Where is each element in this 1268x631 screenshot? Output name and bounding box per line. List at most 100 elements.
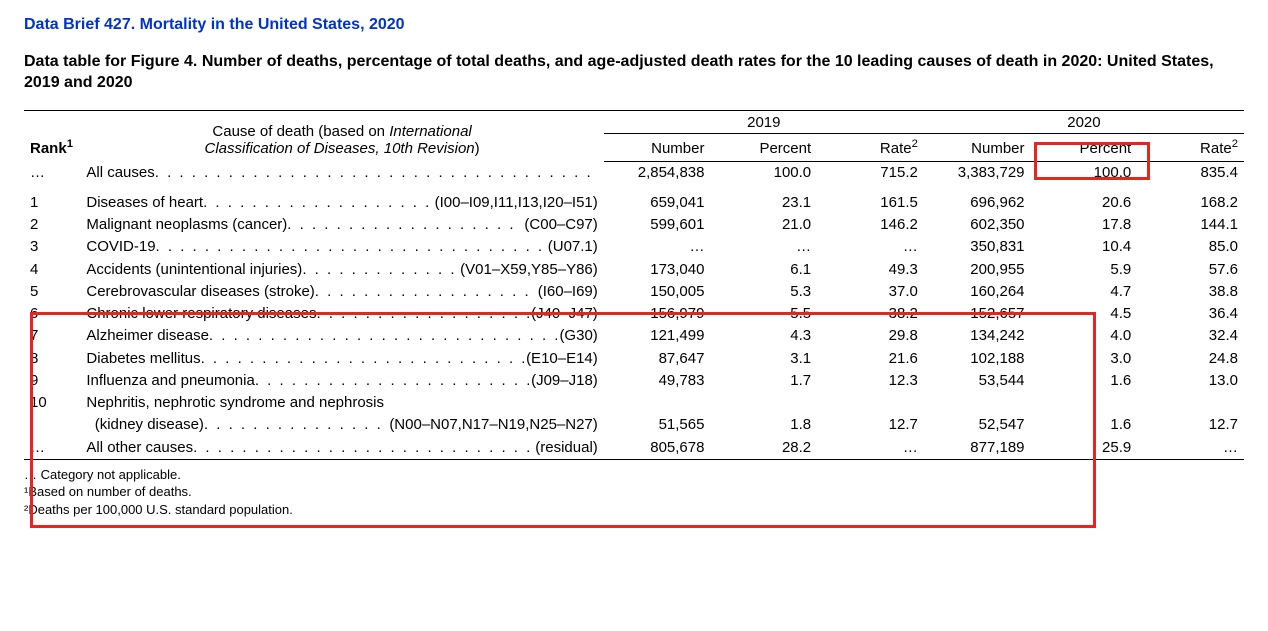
cell-cause: (kidney disease). . . . . . . . . . . . …: [80, 414, 603, 436]
cell-value: …: [604, 236, 711, 258]
cell-cause: All other causes. . . . . . . . . . . . …: [80, 437, 603, 460]
cell-value: 100.0: [710, 161, 817, 184]
cell-value: 13.0: [1137, 370, 1244, 392]
footnote: ¹Based on number of deaths.: [24, 483, 1244, 501]
cell-cause: Malignant neoplasms (cancer). . . . . . …: [80, 214, 603, 236]
cell-value: 38.8: [1137, 281, 1244, 303]
footnotes: … Category not applicable. ¹Based on num…: [24, 466, 1244, 519]
cell-value: 877,189: [924, 437, 1031, 460]
cell-value: 835.4: [1137, 161, 1244, 184]
cell-value: 1.8: [710, 414, 817, 436]
cell-value: …: [817, 236, 924, 258]
table-row: 7Alzheimer disease. . . . . . . . . . . …: [24, 325, 1244, 347]
cell-rank: 5: [24, 281, 80, 303]
cell-value: 25.9: [1031, 437, 1138, 460]
cell-value: 1.6: [1031, 414, 1138, 436]
cell-value: 21.6: [817, 348, 924, 370]
cell-value: 599,601: [604, 214, 711, 236]
col-percent-2020: Percent: [1031, 133, 1138, 161]
cell-rank: 9: [24, 370, 80, 392]
cell-rank: 3: [24, 236, 80, 258]
cell-value: 38.2: [817, 303, 924, 325]
cell-value: 85.0: [1137, 236, 1244, 258]
cell-value: 37.0: [817, 281, 924, 303]
cell-cause: Diseases of heart. . . . . . . . . . . .…: [80, 192, 603, 214]
cell-value: 3.1: [710, 348, 817, 370]
page-root: Data Brief 427. Mortality in the United …: [24, 16, 1244, 518]
cell-value: [1137, 392, 1244, 414]
cell-value: 156,979: [604, 303, 711, 325]
cell-rank: 4: [24, 259, 80, 281]
cell-value: 144.1: [1137, 214, 1244, 236]
cell-value: 10.4: [1031, 236, 1138, 258]
cell-value: 4.0: [1031, 325, 1138, 347]
col-year-2020: 2020: [924, 110, 1244, 133]
table-row: 8Diabetes mellitus. . . . . . . . . . . …: [24, 348, 1244, 370]
cell-cause: Nephritis, nephrotic syndrome and nephro…: [80, 392, 603, 414]
cell-value: …: [1137, 437, 1244, 460]
cell-value: 173,040: [604, 259, 711, 281]
cell-rank: 10: [24, 392, 80, 414]
col-percent-2019: Percent: [710, 133, 817, 161]
cell-value: 49.3: [817, 259, 924, 281]
table-row: …All other causes. . . . . . . . . . . .…: [24, 437, 1244, 460]
col-cause: Cause of death (based on International C…: [80, 110, 603, 161]
cell-value: 52,547: [924, 414, 1031, 436]
cell-value: 4.7: [1031, 281, 1138, 303]
cell-value: 5.3: [710, 281, 817, 303]
col-number-2020: Number: [924, 133, 1031, 161]
cell-value: 32.4: [1137, 325, 1244, 347]
col-rate-2020: Rate2: [1137, 133, 1244, 161]
cell-cause: Cerebrovascular diseases (stroke). . . .…: [80, 281, 603, 303]
cell-value: 28.2: [710, 437, 817, 460]
cell-value: 21.0: [710, 214, 817, 236]
table-body: …All causes. . . . . . . . . . . . . . .…: [24, 161, 1244, 459]
cell-rank: 7: [24, 325, 80, 347]
cell-value: 161.5: [817, 192, 924, 214]
cell-value: [817, 392, 924, 414]
cell-rank: …: [24, 437, 80, 460]
cell-value: [604, 392, 711, 414]
cell-value: …: [817, 437, 924, 460]
cell-value: 4.5: [1031, 303, 1138, 325]
cell-rank: …: [24, 161, 80, 184]
cell-value: 87,647: [604, 348, 711, 370]
cell-value: 121,499: [604, 325, 711, 347]
cell-rank: 8: [24, 348, 80, 370]
cell-value: 20.6: [1031, 192, 1138, 214]
cell-value: 5.5: [710, 303, 817, 325]
cell-value: 152,657: [924, 303, 1031, 325]
cell-value: 4.3: [710, 325, 817, 347]
footnote: … Category not applicable.: [24, 466, 1244, 484]
cell-rank: [24, 414, 80, 436]
cell-cause: Chronic lower respiratory diseases. . . …: [80, 303, 603, 325]
cell-value: 805,678: [604, 437, 711, 460]
cell-value: 1.7: [710, 370, 817, 392]
cell-value: 57.6: [1137, 259, 1244, 281]
table-row: (kidney disease). . . . . . . . . . . . …: [24, 414, 1244, 436]
data-table: Rank1 Cause of death (based on Internati…: [24, 110, 1244, 460]
cell-value: 200,955: [924, 259, 1031, 281]
cell-value: 102,188: [924, 348, 1031, 370]
cell-value: [924, 392, 1031, 414]
cell-value: 150,005: [604, 281, 711, 303]
cell-value: 602,350: [924, 214, 1031, 236]
cell-value: 36.4: [1137, 303, 1244, 325]
cell-value: 12.7: [1137, 414, 1244, 436]
cell-value: 24.8: [1137, 348, 1244, 370]
table-row: …All causes. . . . . . . . . . . . . . .…: [24, 161, 1244, 184]
cell-cause: Influenza and pneumonia. . . . . . . . .…: [80, 370, 603, 392]
table-row: 4Accidents (unintentional injuries). . .…: [24, 259, 1244, 281]
cell-value: 715.2: [817, 161, 924, 184]
cell-value: 12.7: [817, 414, 924, 436]
cell-value: 29.8: [817, 325, 924, 347]
cell-cause: COVID-19. . . . . . . . . . . . . . . . …: [80, 236, 603, 258]
cell-value: 350,831: [924, 236, 1031, 258]
cell-rank: 6: [24, 303, 80, 325]
cell-cause: Diabetes mellitus. . . . . . . . . . . .…: [80, 348, 603, 370]
cell-value: 6.1: [710, 259, 817, 281]
brief-title: Data Brief 427. Mortality in the United …: [24, 16, 1244, 34]
cell-value: [710, 392, 817, 414]
cell-cause: Accidents (unintentional injuries). . . …: [80, 259, 603, 281]
cell-value: 659,041: [604, 192, 711, 214]
